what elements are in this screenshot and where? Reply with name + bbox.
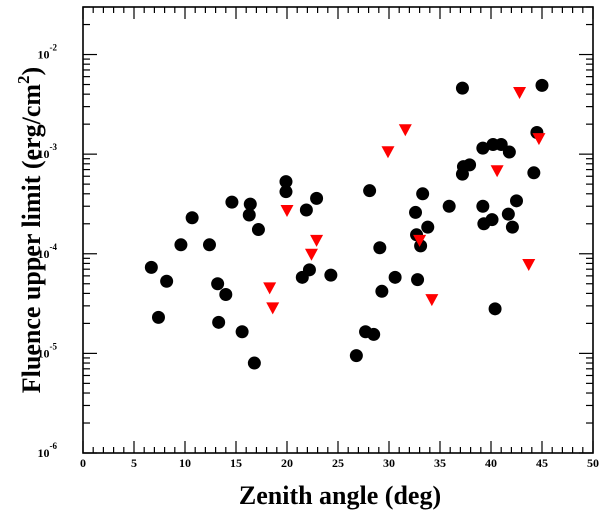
data-point-circle bbox=[476, 141, 490, 155]
x-tick-label: 25 bbox=[332, 456, 344, 470]
y-tick-exponent: -5 bbox=[50, 341, 58, 351]
x-tick-label: 50 bbox=[587, 456, 599, 470]
data-point-circle bbox=[411, 273, 425, 287]
data-point-triangle bbox=[413, 234, 427, 247]
y-tick-base: 10 bbox=[38, 147, 50, 161]
y-tick-base: 10 bbox=[38, 346, 50, 360]
data-point-circle bbox=[279, 185, 293, 199]
x-tick-label: 40 bbox=[485, 456, 497, 470]
y-tick-label: 10-6 bbox=[38, 441, 58, 460]
y-tick-label: 10-2 bbox=[38, 43, 58, 62]
data-point-triangle bbox=[425, 294, 439, 307]
data-point-triangle bbox=[304, 248, 318, 261]
data-point-triangle bbox=[522, 258, 536, 271]
data-point-circle bbox=[144, 260, 158, 274]
data-point-circle bbox=[310, 191, 324, 205]
data-point-circle bbox=[212, 315, 226, 329]
x-tick-label: 45 bbox=[536, 456, 548, 470]
data-point-circle bbox=[225, 195, 239, 209]
y-tick-label: 10-3 bbox=[38, 142, 58, 161]
x-axis-ticks: 0 5 10 15 20 25 30 35 40 45 50 bbox=[80, 7, 599, 470]
data-point-circle bbox=[505, 220, 519, 234]
data-point-triangle bbox=[398, 124, 412, 137]
data-point-circle bbox=[494, 137, 508, 151]
data-point-circle bbox=[463, 158, 477, 172]
x-tick-label: 20 bbox=[281, 456, 293, 470]
x-tick-label: 10 bbox=[179, 456, 191, 470]
y-tick-base: 10 bbox=[38, 48, 50, 62]
data-point-triangle bbox=[381, 146, 395, 159]
data-point-circle bbox=[349, 349, 363, 363]
data-point-circle bbox=[442, 199, 456, 213]
y-axis-label-superscript: 2 bbox=[14, 75, 33, 84]
y-axis-label-main: Fluence upper limit (erg/cm bbox=[17, 84, 46, 394]
data-point-circle bbox=[367, 327, 381, 341]
data-point-circle bbox=[373, 241, 387, 255]
y-tick-base: 10 bbox=[38, 247, 50, 261]
data-point-circle bbox=[242, 208, 256, 222]
data-point-circle bbox=[388, 270, 402, 284]
y-tick-exponent: -2 bbox=[50, 43, 58, 53]
data-point-triangle bbox=[263, 282, 277, 295]
data-point-circle bbox=[185, 211, 199, 225]
data-point-triangle bbox=[266, 302, 280, 315]
data-point-circle bbox=[247, 356, 261, 370]
data-point-circle bbox=[302, 263, 316, 277]
data-point-circle bbox=[251, 223, 265, 237]
x-tick-label: 5 bbox=[131, 456, 137, 470]
y-tick-label: 10-5 bbox=[38, 341, 58, 360]
y-tick-label: 10-4 bbox=[38, 242, 58, 261]
data-points bbox=[144, 78, 549, 370]
data-point-circle bbox=[510, 194, 523, 208]
data-point-circle bbox=[299, 203, 313, 217]
data-point-circle bbox=[243, 197, 257, 211]
data-point-circle bbox=[502, 145, 516, 159]
x-tick-label: 35 bbox=[434, 456, 446, 470]
data-point-circle bbox=[324, 268, 338, 282]
x-tick-label: 15 bbox=[230, 456, 242, 470]
data-point-triangle bbox=[280, 204, 294, 217]
data-point-circle bbox=[211, 277, 225, 291]
data-point-circle bbox=[409, 205, 423, 219]
data-point-triangle bbox=[310, 234, 324, 247]
data-point-circle bbox=[174, 238, 188, 252]
data-point-circle bbox=[416, 187, 430, 201]
data-point-circle bbox=[279, 175, 293, 189]
data-point-triangle bbox=[513, 87, 527, 100]
data-point-triangle bbox=[532, 133, 546, 146]
data-point-circle bbox=[202, 238, 216, 252]
x-tick-label: 30 bbox=[383, 456, 395, 470]
data-point-circle bbox=[421, 220, 435, 234]
x-tick-label: 0 bbox=[80, 456, 86, 470]
data-point-triangle bbox=[490, 165, 504, 178]
data-point-circle bbox=[363, 184, 377, 198]
data-point-circle bbox=[535, 78, 549, 92]
data-point-circle bbox=[151, 310, 165, 324]
data-point-circle bbox=[160, 274, 174, 288]
data-point-circle bbox=[375, 284, 389, 298]
y-axis-label-tail: ) bbox=[17, 67, 46, 76]
data-point-circle bbox=[488, 302, 502, 316]
y-tick-exponent: -3 bbox=[50, 142, 58, 152]
data-point-circle bbox=[235, 325, 249, 339]
y-axis-label: Fluence upper limit (erg/cm2) bbox=[14, 67, 46, 393]
data-point-circle bbox=[219, 288, 233, 302]
y-axis-ticks: 10-610-510-410-310-2 bbox=[38, 6, 593, 460]
data-point-circle bbox=[455, 81, 469, 95]
data-point-circle bbox=[485, 213, 499, 227]
x-axis-label: Zenith angle (deg) bbox=[239, 481, 441, 510]
y-tick-base: 10 bbox=[38, 446, 50, 460]
y-tick-exponent: -6 bbox=[50, 441, 58, 451]
data-point-circle bbox=[476, 199, 490, 213]
y-tick-exponent: -4 bbox=[50, 242, 58, 252]
data-point-circle bbox=[501, 207, 515, 221]
data-point-circle bbox=[527, 166, 541, 180]
